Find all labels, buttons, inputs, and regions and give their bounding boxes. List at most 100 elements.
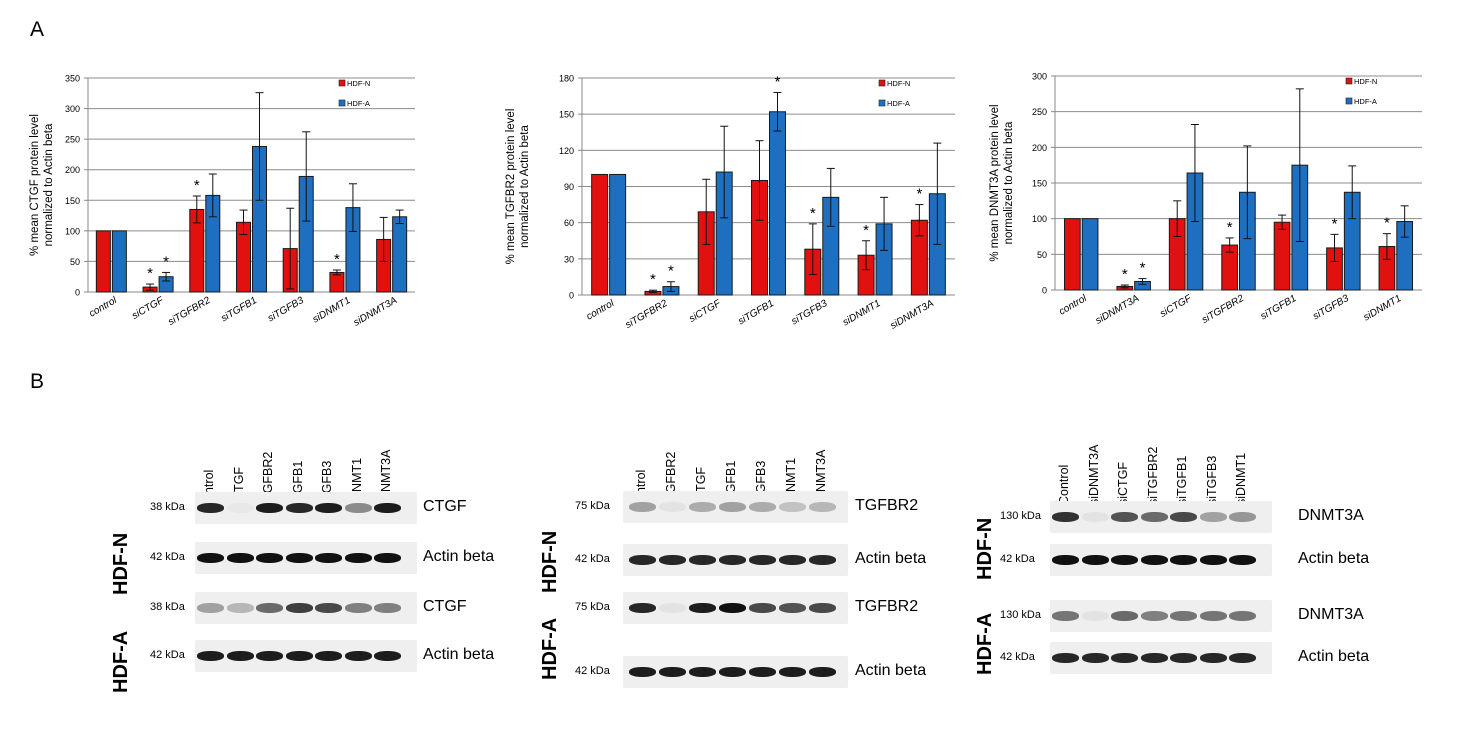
protein-label: TGFBR2	[855, 497, 919, 514]
protein-label: Actin beta	[855, 550, 927, 567]
y-tick-label: 100	[1032, 214, 1047, 224]
cell-group-label: HDF-A	[974, 612, 996, 675]
legend-swatch	[338, 79, 346, 87]
y-tick-label: 150	[65, 196, 80, 206]
protein-label: DNMT3A	[1298, 507, 1364, 524]
blot-band	[344, 603, 372, 613]
y-tick-label: 300	[65, 104, 80, 114]
significance-star: *	[1384, 215, 1390, 232]
blot-band	[1081, 555, 1109, 565]
blot-band	[285, 603, 313, 613]
blot-band	[285, 503, 313, 513]
significance-star: *	[147, 265, 153, 282]
y-tick-label: 30	[564, 254, 574, 264]
y-axis-label: % mean TGFBR2 protein level	[505, 109, 517, 265]
blot-band	[315, 553, 342, 563]
cell-group-label: HDF-N	[974, 517, 996, 580]
molecular-weight-label: 130 kDa	[1000, 609, 1041, 621]
cell-group-label: HDF-A	[539, 617, 561, 680]
blot-band	[629, 667, 656, 677]
protein-label: Actin beta	[423, 548, 495, 565]
y-axis-label: normalized to Actin beta	[519, 125, 531, 248]
molecular-weight-label: 42 kDa	[150, 649, 185, 661]
blot-band	[689, 502, 716, 512]
molecular-weight-label: 38 kDa	[150, 601, 185, 613]
significance-star: *	[668, 263, 674, 280]
blot-band	[779, 667, 806, 677]
x-tick-label: siTGFB3	[1311, 293, 1351, 322]
blot-band	[1081, 512, 1109, 522]
molecular-weight-label: 42 kDa	[575, 665, 610, 677]
blot-band	[809, 603, 836, 613]
blot-band	[1111, 555, 1138, 565]
y-tick-label: 250	[65, 135, 80, 145]
molecular-weight-label: 42 kDa	[1000, 553, 1035, 565]
tgfbr2-western-blot: Control siTGFBR2 siCTGF siTGFB1 siTGFB3 siDNM…	[535, 410, 965, 710]
blot-band	[659, 502, 686, 512]
blot-band	[1111, 512, 1138, 522]
blot-band	[719, 603, 746, 613]
molecular-weight-label: 42 kDa	[150, 551, 185, 563]
y-axis-label: % mean DNMT3A protein level	[989, 104, 1001, 261]
y-tick-label: 150	[1032, 179, 1047, 189]
blot-strip	[623, 491, 848, 523]
blot-band	[779, 555, 806, 565]
y-tick-label: 0	[569, 291, 574, 301]
protein-label: TGFBR2	[855, 598, 919, 615]
blot-band	[1052, 555, 1079, 565]
bar-hdf-n	[1273, 221, 1291, 291]
bar-hdf-n	[1063, 218, 1081, 291]
panel-letter-a: A	[30, 18, 45, 41]
blot-band	[719, 502, 746, 512]
protein-label: CTGF	[423, 598, 467, 615]
y-tick-label: 200	[1032, 143, 1047, 153]
legend-swatch	[1345, 97, 1353, 105]
blot-band	[197, 603, 224, 613]
cell-group-label: HDF-N	[539, 530, 561, 593]
y-tick-label: 250	[1032, 107, 1047, 117]
protein-label: Actin beta	[1298, 648, 1370, 665]
blot-band	[285, 651, 313, 661]
blot-band	[1052, 512, 1079, 522]
legend-entry: HDF-A	[347, 99, 370, 108]
blot-band	[629, 502, 656, 512]
molecular-weight-label: 38 kDa	[150, 501, 185, 513]
significance-star: *	[1140, 260, 1146, 277]
blot-band	[1052, 611, 1079, 621]
blot-band	[344, 553, 372, 563]
significance-star: *	[334, 251, 340, 268]
molecular-weight-label: 130 kDa	[1000, 510, 1041, 522]
bar-hdf-a	[1081, 218, 1099, 291]
blot-band	[315, 603, 342, 613]
blot-band	[1229, 653, 1256, 663]
y-tick-label: 50	[70, 257, 80, 267]
dnmt3a-western-blot: Control siDNMT3A siCTGF siTGFBR2 siTGFB1 siTG…	[970, 410, 1400, 710]
blot-band	[749, 502, 776, 512]
blot-band	[1199, 653, 1227, 663]
blot-band	[629, 603, 656, 613]
x-tick-label: siTGFB1	[1259, 293, 1299, 322]
significance-star: *	[194, 177, 200, 194]
blot-band	[1140, 611, 1168, 621]
blot-band	[226, 651, 254, 661]
blot-band	[197, 651, 224, 661]
ctgf-western-blot: Control siCTGF siTGFBR2 siTGFB1 siTGFB3 siDNM…	[110, 410, 540, 710]
blot-band	[226, 553, 254, 563]
y-tick-label: 350	[65, 74, 80, 84]
blot-band	[1081, 653, 1109, 663]
blot-band	[374, 603, 401, 613]
blot-band	[344, 651, 372, 661]
legend-swatch	[1345, 77, 1353, 85]
blot-band	[719, 667, 746, 677]
blot-band	[1170, 653, 1197, 663]
blot-band	[749, 555, 776, 565]
y-tick-label: 50	[1037, 250, 1047, 260]
protein-label: Actin beta	[423, 646, 495, 663]
blot-band	[1229, 611, 1256, 621]
blot-band	[1170, 611, 1197, 621]
blot-band	[315, 503, 342, 513]
legend-swatch	[878, 79, 886, 87]
blot-band	[719, 555, 746, 565]
